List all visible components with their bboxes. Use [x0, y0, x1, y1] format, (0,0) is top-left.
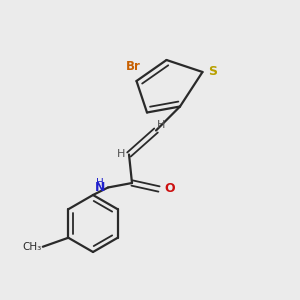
- Text: S: S: [208, 65, 217, 78]
- Text: O: O: [164, 182, 175, 195]
- Text: N: N: [94, 181, 105, 194]
- Text: Br: Br: [126, 60, 141, 73]
- Text: H: H: [117, 149, 126, 159]
- Text: H: H: [157, 120, 166, 130]
- Text: H: H: [96, 178, 104, 188]
- Text: CH₃: CH₃: [22, 242, 42, 252]
